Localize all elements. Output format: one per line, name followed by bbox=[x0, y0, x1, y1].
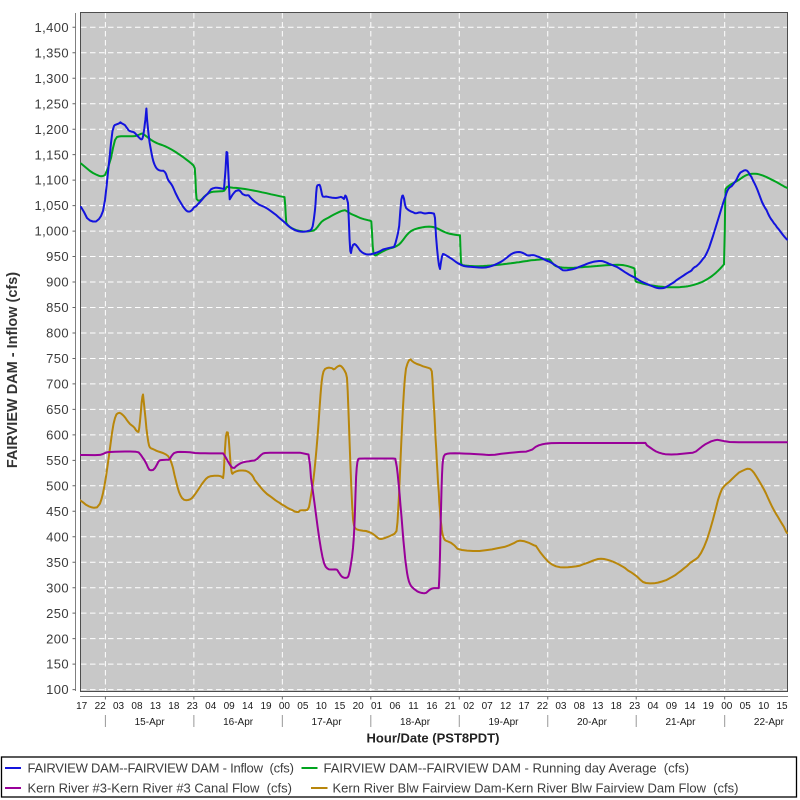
svg-text:15: 15 bbox=[334, 701, 346, 712]
svg-text:19: 19 bbox=[260, 701, 272, 712]
svg-text:11: 11 bbox=[408, 701, 419, 712]
svg-text:06: 06 bbox=[389, 701, 401, 712]
svg-text:650: 650 bbox=[46, 402, 69, 417]
svg-text:05: 05 bbox=[740, 701, 752, 712]
svg-text:FAIRVIEW DAM--FAIRVIEW DAM - I: FAIRVIEW DAM--FAIRVIEW DAM - Inflow (cfs… bbox=[28, 761, 294, 776]
svg-text:21: 21 bbox=[445, 701, 457, 712]
svg-text:02: 02 bbox=[463, 701, 475, 712]
svg-text:300: 300 bbox=[46, 580, 69, 595]
svg-text:FAIRVIEW DAM - Inflow (cfs): FAIRVIEW DAM - Inflow (cfs) bbox=[5, 272, 21, 468]
svg-text:20: 20 bbox=[353, 701, 365, 712]
svg-text:550: 550 bbox=[46, 453, 69, 468]
svg-text:1,200: 1,200 bbox=[34, 122, 69, 137]
svg-text:Hour/Date (PST8PDT): Hour/Date (PST8PDT) bbox=[367, 731, 500, 746]
svg-text:1,300: 1,300 bbox=[34, 71, 69, 86]
svg-text:04: 04 bbox=[205, 701, 217, 712]
svg-text:10: 10 bbox=[316, 701, 328, 712]
svg-text:18: 18 bbox=[611, 701, 623, 712]
svg-text:15-Apr: 15-Apr bbox=[135, 717, 166, 728]
svg-text:09: 09 bbox=[224, 701, 236, 712]
svg-text:1,150: 1,150 bbox=[34, 147, 69, 162]
svg-text:1,400: 1,400 bbox=[34, 20, 69, 35]
svg-text:1,250: 1,250 bbox=[34, 96, 69, 111]
svg-text:17-Apr: 17-Apr bbox=[312, 717, 343, 728]
svg-text:14: 14 bbox=[684, 701, 696, 712]
svg-text:700: 700 bbox=[46, 377, 69, 392]
svg-text:600: 600 bbox=[46, 427, 69, 442]
svg-text:19: 19 bbox=[703, 701, 715, 712]
svg-text:1,000: 1,000 bbox=[34, 224, 69, 239]
svg-text:23: 23 bbox=[187, 701, 199, 712]
svg-text:13: 13 bbox=[592, 701, 604, 712]
svg-text:21-Apr: 21-Apr bbox=[665, 717, 696, 728]
svg-text:FAIRVIEW DAM--FAIRVIEW DAM - R: FAIRVIEW DAM--FAIRVIEW DAM - Running day… bbox=[324, 761, 690, 776]
svg-text:1,050: 1,050 bbox=[34, 198, 69, 213]
svg-text:500: 500 bbox=[46, 478, 69, 493]
svg-text:400: 400 bbox=[46, 529, 69, 544]
svg-text:04: 04 bbox=[647, 701, 659, 712]
svg-text:800: 800 bbox=[46, 326, 69, 341]
svg-text:20-Apr: 20-Apr bbox=[577, 717, 608, 728]
svg-text:00: 00 bbox=[721, 701, 733, 712]
svg-text:00: 00 bbox=[279, 701, 291, 712]
svg-text:950: 950 bbox=[46, 249, 69, 264]
svg-text:08: 08 bbox=[574, 701, 586, 712]
svg-text:750: 750 bbox=[46, 351, 69, 366]
svg-text:23: 23 bbox=[629, 701, 641, 712]
svg-text:08: 08 bbox=[131, 701, 143, 712]
svg-text:22: 22 bbox=[95, 701, 107, 712]
svg-text:13: 13 bbox=[150, 701, 162, 712]
svg-text:1,100: 1,100 bbox=[34, 173, 69, 188]
svg-text:14: 14 bbox=[242, 701, 254, 712]
svg-text:03: 03 bbox=[555, 701, 567, 712]
svg-text:1,350: 1,350 bbox=[34, 45, 69, 60]
svg-text:Kern River #3-Kern River #3 Ca: Kern River #3-Kern River #3 Canal Flow (… bbox=[28, 781, 292, 796]
svg-text:03: 03 bbox=[113, 701, 125, 712]
svg-text:22: 22 bbox=[537, 701, 549, 712]
svg-text:10: 10 bbox=[758, 701, 770, 712]
svg-text:12: 12 bbox=[500, 701, 512, 712]
svg-text:07: 07 bbox=[482, 701, 494, 712]
svg-text:17: 17 bbox=[76, 701, 88, 712]
svg-text:22-Apr: 22-Apr bbox=[754, 717, 785, 728]
svg-text:18: 18 bbox=[168, 701, 180, 712]
svg-text:150: 150 bbox=[46, 657, 69, 672]
svg-text:450: 450 bbox=[46, 504, 69, 519]
svg-text:16-Apr: 16-Apr bbox=[223, 717, 254, 728]
svg-text:200: 200 bbox=[46, 631, 69, 646]
svg-text:350: 350 bbox=[46, 555, 69, 570]
svg-text:05: 05 bbox=[297, 701, 309, 712]
svg-text:900: 900 bbox=[46, 275, 69, 290]
svg-text:250: 250 bbox=[46, 606, 69, 621]
svg-text:15: 15 bbox=[777, 701, 789, 712]
svg-text:Kern River Blw Fairview Dam-Ke: Kern River Blw Fairview Dam-Kern River B… bbox=[333, 781, 739, 796]
svg-text:01: 01 bbox=[371, 701, 383, 712]
svg-text:18-Apr: 18-Apr bbox=[400, 717, 431, 728]
svg-text:09: 09 bbox=[666, 701, 678, 712]
svg-text:16: 16 bbox=[426, 701, 438, 712]
svg-text:850: 850 bbox=[46, 300, 69, 315]
svg-text:100: 100 bbox=[46, 682, 69, 697]
svg-text:17: 17 bbox=[518, 701, 530, 712]
svg-text:19-Apr: 19-Apr bbox=[489, 717, 520, 728]
